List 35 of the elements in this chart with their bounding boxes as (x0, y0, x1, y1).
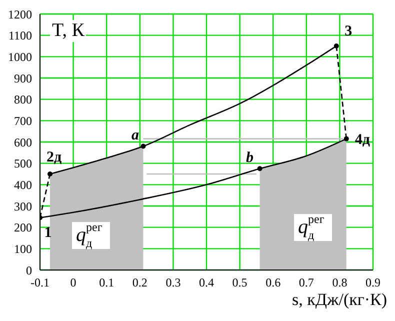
x-tick-label: 0.2 (132, 276, 148, 290)
x-tick-label: -0.1 (30, 276, 50, 290)
x-tick-label: 0.1 (99, 276, 114, 290)
x-tick-label: 0.3 (166, 276, 181, 290)
y-tick-label: 200 (14, 220, 32, 235)
y-tick-label: 300 (14, 199, 32, 214)
y-tick-label: 800 (14, 92, 32, 107)
x-tick-label: 0.7 (298, 276, 314, 290)
x-tick-label: 0.4 (199, 276, 214, 290)
annotation: 2д (46, 149, 62, 166)
annotation: a (131, 128, 140, 144)
point (344, 136, 349, 142)
y-tick-label: 100 (14, 242, 32, 256)
point (140, 144, 146, 149)
y-tick-label: 400 (14, 178, 32, 192)
y-tick-label: 1200 (8, 7, 32, 22)
x-tick-label: 0.9 (366, 276, 380, 290)
x-axis-title: s, кДж/(кг·К) (292, 290, 387, 310)
annotation: 1 (44, 225, 52, 242)
x-tick-label: 0.5 (232, 276, 248, 290)
y-axis-title: T, К (50, 20, 86, 42)
x-tick-label: 0.6 (266, 276, 281, 290)
y-tick-label: 600 (14, 135, 32, 150)
y-tick-label: 500 (14, 156, 32, 171)
y-tick-label: 1100 (8, 28, 32, 43)
y-tick-label: 0 (26, 263, 32, 278)
annotation: b (246, 150, 254, 166)
y-tick-label: 700 (14, 114, 32, 128)
y-tick-label: 1000 (8, 50, 32, 64)
x-tick-label: 0.8 (332, 276, 348, 290)
point (334, 44, 339, 48)
point (47, 172, 52, 176)
y-tick-label: 900 (14, 71, 32, 86)
x-tick-label: 0 (70, 276, 76, 290)
point (257, 166, 262, 172)
